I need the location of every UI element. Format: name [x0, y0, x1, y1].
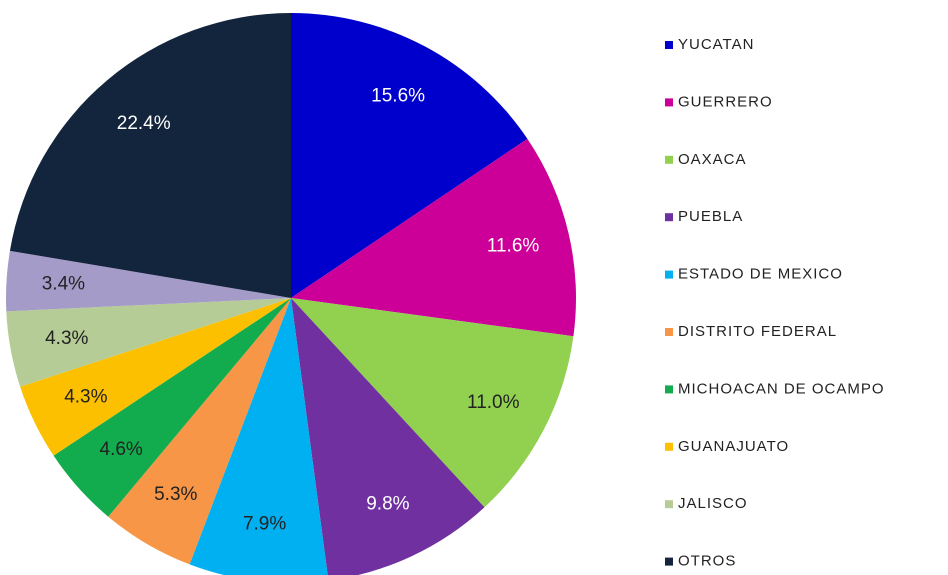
slice-label: 4.6% [100, 439, 143, 460]
slice-label: 9.8% [366, 493, 409, 514]
legend-label: PUEBLA [678, 208, 743, 225]
pie-slice [189, 298, 328, 575]
slice-label: 5.3% [154, 484, 197, 505]
slice-label: 4.3% [64, 386, 107, 407]
pie-slice [108, 298, 292, 565]
legend-swatch [665, 557, 673, 566]
legend-label: OAXACA [678, 151, 747, 168]
pie-slice [20, 298, 291, 456]
legend-label: MICHOACAN DE OCAMPO [678, 380, 885, 397]
legend-label: DISTRITO FEDERAL [678, 323, 837, 340]
legend-swatch [665, 155, 673, 164]
slice-label: 11.6% [487, 235, 540, 256]
legend-label: GUANAJUATO [678, 438, 789, 455]
slice-label: 7.9% [243, 513, 286, 534]
legend-swatch [665, 41, 673, 49]
legend-label: JALISCO [678, 495, 748, 512]
pie-slice [291, 298, 485, 575]
pie-slice [291, 138, 577, 337]
legend-swatch [665, 442, 673, 451]
slice-label: 4.3% [45, 328, 88, 349]
legend-swatch [665, 98, 673, 107]
slice-label: 11.0% [467, 392, 520, 413]
pie-slice [53, 298, 291, 517]
pie-slice [291, 298, 574, 508]
legend-label: GUERRERO [678, 93, 773, 110]
pie-slice [291, 13, 528, 298]
pie-slice [5, 250, 291, 312]
pie-slice [9, 13, 291, 298]
legend-label: ESTADO DE MEXICO [678, 266, 843, 283]
legend-swatch [665, 500, 673, 509]
slice-label: 22.4% [117, 113, 171, 134]
slice-label: 3.4% [42, 273, 85, 294]
legend-swatch [665, 213, 673, 222]
legend-swatch [665, 385, 673, 394]
slice-label: 15.6% [371, 86, 425, 107]
legend-swatch [665, 270, 673, 279]
legend-label: YUCATAN [678, 36, 754, 53]
legend-label: OTROS [678, 553, 736, 570]
legend-swatch [665, 328, 673, 336]
pie-slice [6, 298, 291, 387]
